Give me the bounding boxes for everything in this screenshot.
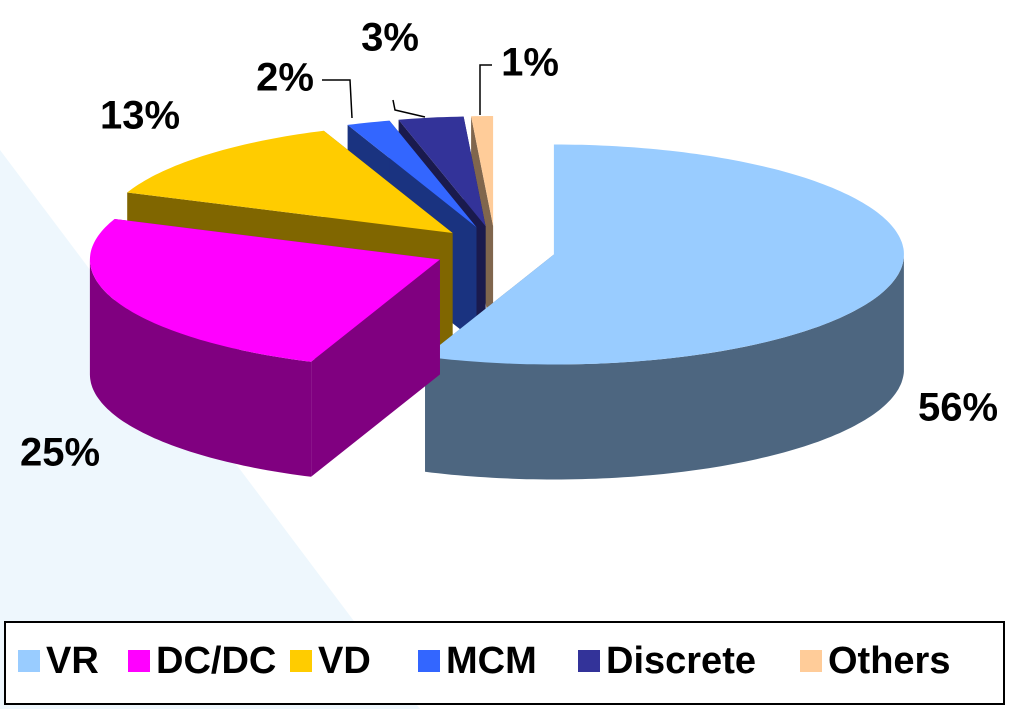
legend-box (4, 621, 1005, 705)
leader-line (322, 79, 353, 119)
legend-label: VR (46, 640, 99, 682)
slice (471, 116, 494, 226)
legend-label: Others (828, 640, 950, 682)
data-label: 13% (100, 94, 180, 138)
slice-wall (89, 259, 312, 477)
slice-wall (425, 254, 904, 480)
leader-line (392, 99, 426, 118)
data-label: 56% (918, 386, 998, 430)
slice (398, 116, 486, 227)
legend-swatch (128, 650, 150, 672)
data-label: 2% (256, 56, 314, 100)
legend-label: MCM (446, 640, 537, 682)
data-label: 1% (501, 41, 559, 85)
legend-swatch (800, 650, 822, 672)
legend-swatch (418, 650, 440, 672)
legend-swatch (578, 650, 600, 672)
data-label: 25% (20, 431, 100, 475)
slice (127, 130, 453, 233)
leader-line (479, 64, 492, 115)
legend-label: DC/DC (156, 640, 276, 682)
legend-label: Discrete (606, 640, 756, 682)
legend-label: VD (318, 640, 371, 682)
legend-swatch (290, 650, 312, 672)
legend-swatch (18, 650, 40, 672)
slice (425, 144, 904, 365)
slice (89, 219, 440, 362)
data-label: 3% (361, 16, 419, 60)
slice (347, 120, 477, 228)
